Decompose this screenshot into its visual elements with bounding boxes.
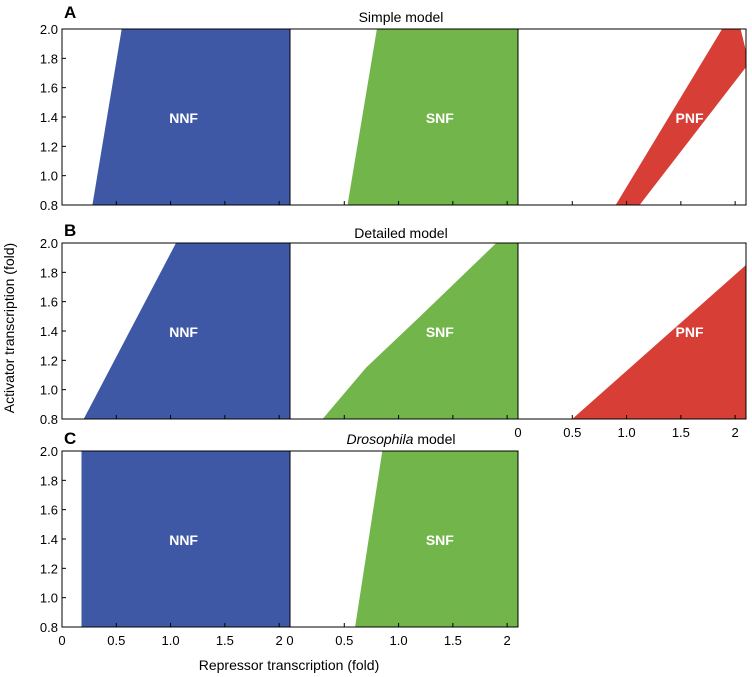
region-snf: [355, 451, 518, 627]
y-tick-label: 0.8: [40, 412, 58, 427]
y-axis-label: Activator transcription (fold): [1, 243, 17, 413]
row-title-simple: Simple model: [359, 9, 444, 25]
y-tick-label: 2.0: [40, 444, 58, 459]
panel-letter-a: A: [64, 3, 76, 22]
y-tick-label: 0.8: [40, 620, 58, 635]
row-title-drosophila-rest: model: [413, 431, 455, 447]
plot-frame: [517, 28, 747, 206]
region-nnf: [81, 451, 290, 627]
panel-3-snf: SNF 0 0.5 1.0 1.5 2: [286, 450, 519, 648]
row-title-drosophila-italic: Drosophila: [347, 431, 414, 447]
panel-2-nnf: NNF 0.8 1.0 1.2 1.4 1.6 1.8 2.0: [40, 236, 291, 427]
y-tick-label: 1.4: [40, 110, 58, 125]
region-label-nnf: NNF: [169, 532, 198, 548]
y-tick-label: 1.8: [40, 265, 58, 280]
y-tick-label: 1.4: [40, 532, 58, 547]
x-tick-label: 1.5: [216, 633, 234, 648]
y-tick-label: 1.6: [40, 81, 58, 96]
region-label-nnf: NNF: [169, 110, 198, 126]
x-tick-label: 1.5: [672, 425, 690, 440]
y-tick-label: 1.2: [40, 139, 58, 154]
y-tick-label: 1.8: [40, 473, 58, 488]
plot-frame: [517, 242, 747, 420]
y-tick-label: 1.4: [40, 324, 58, 339]
panel-letter-b: B: [64, 221, 76, 240]
x-tick-label: 0.5: [335, 633, 353, 648]
region-nnf: [92, 29, 291, 205]
region-label-pnf: PNF: [676, 110, 704, 126]
panel-letter-c: C: [64, 429, 76, 448]
row-title-detailed: Detailed model: [354, 225, 447, 241]
x-tick-label: 0: [286, 633, 293, 648]
region-label-snf: SNF: [426, 110, 454, 126]
y-tick-label: 1.6: [40, 295, 58, 310]
x-tick-label: 0: [58, 633, 65, 648]
y-tick-label: 1.2: [40, 353, 58, 368]
panel-1-pnf: PNF: [517, 28, 747, 206]
x-tick-label: 1.5: [444, 633, 462, 648]
x-tick-label: 0.5: [107, 633, 125, 648]
region-nnf: [83, 243, 290, 419]
y-tick-label: 0.8: [40, 198, 58, 213]
row-title-drosophila: Drosophila model: [347, 431, 456, 447]
region-pnf: [572, 265, 746, 419]
y-tick-label: 1.2: [40, 561, 58, 576]
panels: NNF 0.8 1.0 1.2 1.4 1.6 1.8 2.0 SNF PNF NNF 0.8 1.0 1…: [40, 22, 747, 648]
y-tick-label: 1.6: [40, 503, 58, 518]
plot-frame: [289, 450, 519, 628]
region-label-pnf: PNF: [676, 324, 704, 340]
x-tick-label: 0.5: [563, 425, 581, 440]
x-tick-label: 2: [276, 633, 283, 648]
y-tick-label: 1.8: [40, 51, 58, 66]
region-snf: [322, 243, 518, 419]
y-tick-label: 1.0: [40, 169, 58, 184]
panel-3-nnf: NNF 0.8 1.0 1.2 1.4 1.6 1.8 2.0 0 0.5 1.0 1.5 2: [40, 444, 291, 648]
y-tick-label: 1.0: [40, 591, 58, 606]
region-pnf: [615, 29, 746, 205]
x-axis-label: Repressor transcription (fold): [199, 657, 380, 673]
panel-1-nnf: NNF 0.8 1.0 1.2 1.4 1.6 1.8 2.0: [40, 22, 291, 213]
region-snf: [347, 29, 518, 205]
x-tick-label: 1.0: [162, 633, 180, 648]
region-label-snf: SNF: [426, 324, 454, 340]
y-tick-label: 2.0: [40, 22, 58, 37]
x-tick-label: 0: [514, 425, 521, 440]
x-tick-label: 2: [504, 633, 511, 648]
region-label-nnf: NNF: [169, 324, 198, 340]
panel-2-pnf: PNF 0 0.5 1.0 1.5 2: [514, 242, 747, 440]
y-tick-label: 1.0: [40, 383, 58, 398]
x-tick-label: 1.0: [390, 633, 408, 648]
y-tick-label: 2.0: [40, 236, 58, 251]
region-label-snf: SNF: [426, 532, 454, 548]
panel-2-snf: SNF: [289, 242, 519, 420]
x-tick-label: 1.0: [618, 425, 636, 440]
panel-1-snf: SNF: [289, 28, 519, 206]
x-tick-label: 2: [732, 425, 739, 440]
